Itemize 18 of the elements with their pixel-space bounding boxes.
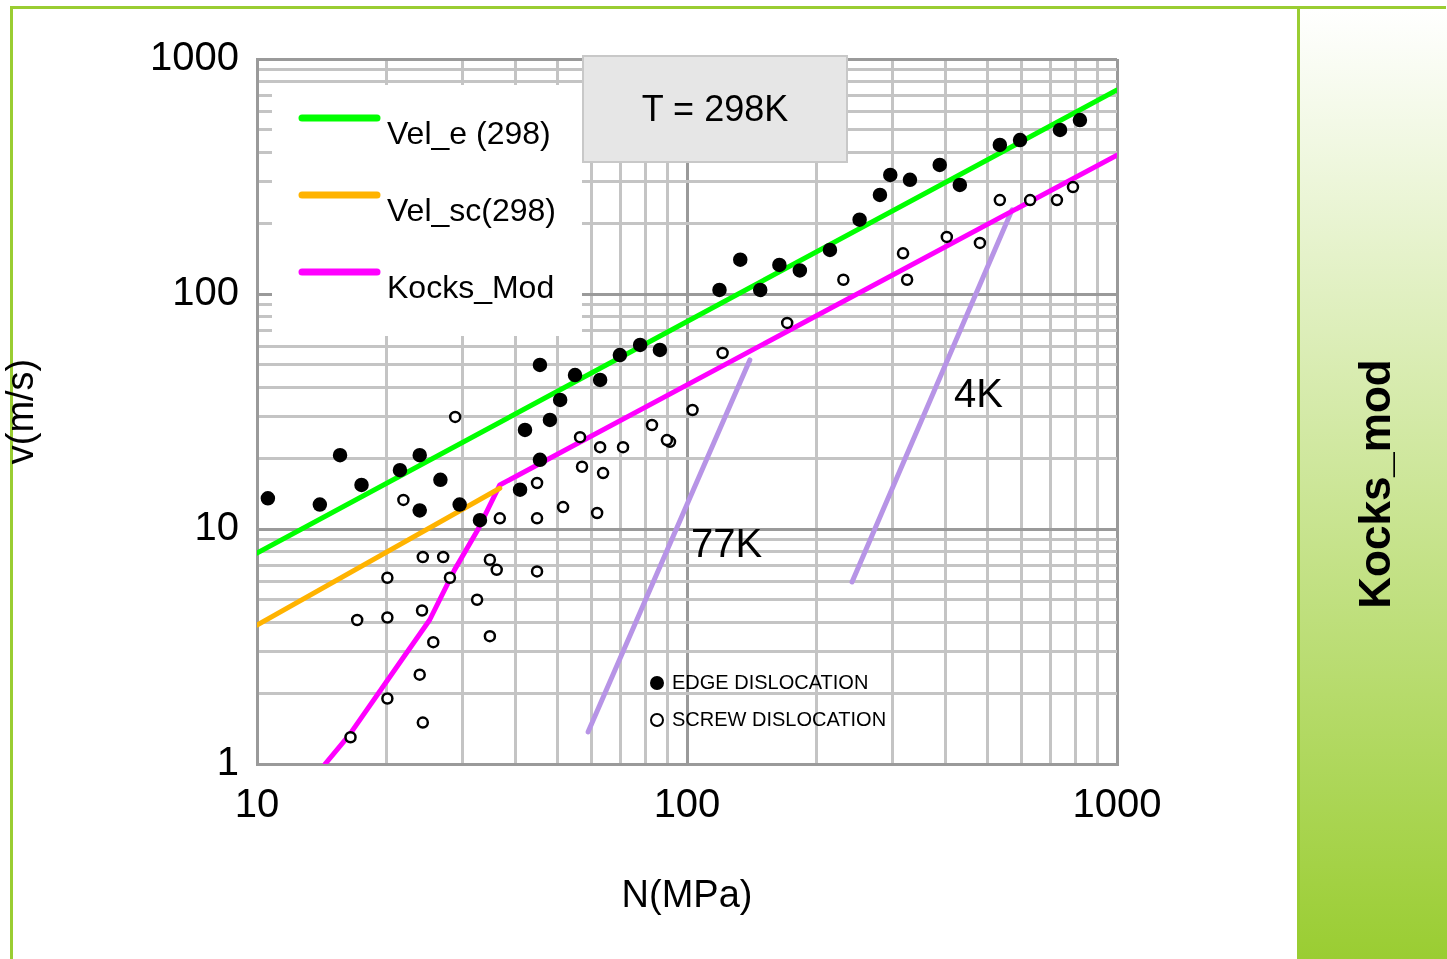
legend-label: SCREW DISLOCATION bbox=[672, 707, 887, 732]
series-label: 4K bbox=[954, 370, 1004, 415]
side-panel: Kocks_mod bbox=[1297, 9, 1447, 959]
legend-label: Vel_e (298) bbox=[387, 114, 551, 151]
y-axis-title: v(m/s) bbox=[0, 358, 42, 465]
series-label: 77K bbox=[690, 520, 763, 565]
legend-label: Vel_sc(298) bbox=[387, 191, 556, 228]
legend-label: EDGE DISLOCATION bbox=[672, 670, 869, 695]
x-axis-title: N(MPa) bbox=[621, 872, 753, 915]
legend-label: Kocks_Mod bbox=[387, 268, 555, 305]
y-tick-label: 10 bbox=[194, 504, 239, 549]
y-tick-label: 1000 bbox=[150, 34, 239, 79]
y-tick-label: 1 bbox=[216, 739, 239, 784]
label-box: T = 298K bbox=[582, 55, 848, 163]
x-tick-label: 10 bbox=[234, 781, 280, 826]
y-tick-label: 100 bbox=[172, 269, 239, 314]
x-tick-label: 1000 bbox=[1072, 781, 1162, 826]
x-tick-label: 100 bbox=[653, 781, 721, 826]
